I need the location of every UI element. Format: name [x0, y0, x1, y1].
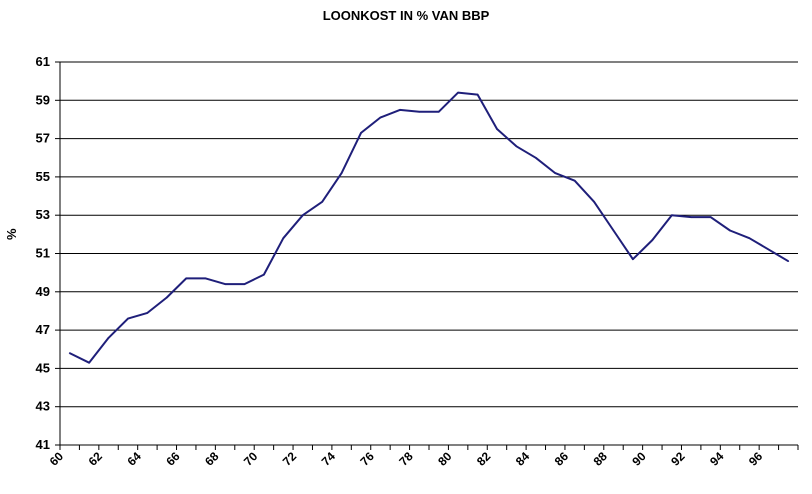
- data-point: [185, 277, 188, 280]
- data-point: [554, 172, 557, 174]
- data-point: [68, 352, 71, 354]
- y-tick-label-61: 61: [36, 54, 50, 69]
- data-point: [496, 128, 498, 130]
- y-tick-label-55: 55: [36, 169, 50, 184]
- data-point: [787, 260, 790, 262]
- data-point: [282, 237, 285, 239]
- series-line-0: [69, 91, 789, 364]
- data-point: [768, 248, 770, 251]
- y-tick-label-59: 59: [36, 92, 50, 107]
- x-tick-label-84: 84: [513, 449, 533, 469]
- x-tick-label-74: 74: [319, 449, 339, 469]
- data-point: [204, 277, 207, 280]
- y-tick-label-49: 49: [36, 284, 50, 299]
- data-point: [535, 156, 537, 159]
- x-tick-label-86: 86: [552, 449, 572, 469]
- y-tick-label-47: 47: [36, 322, 50, 337]
- data-point: [476, 93, 479, 96]
- data-point: [166, 296, 168, 299]
- data-point: [670, 214, 673, 216]
- x-tick-label-96: 96: [746, 449, 766, 469]
- x-tick-label-68: 68: [202, 449, 222, 469]
- data-point: [263, 273, 265, 276]
- data-point: [379, 116, 382, 119]
- chart-title: LOONKOST IN % VAN BBP: [322, 8, 490, 23]
- data-point: [709, 216, 712, 218]
- data-point: [340, 172, 343, 174]
- x-tick-label-78: 78: [396, 449, 416, 469]
- y-tick-label-45: 45: [36, 360, 50, 375]
- data-point: [612, 229, 615, 232]
- data-point: [729, 229, 731, 232]
- data-point: [690, 216, 692, 218]
- data-point: [418, 110, 421, 113]
- x-tick-label-76: 76: [358, 449, 378, 469]
- data-point: [437, 110, 440, 113]
- x-tick-label-94: 94: [707, 449, 727, 469]
- data-point: [748, 237, 751, 239]
- data-point: [651, 239, 654, 241]
- data-point: [107, 336, 110, 339]
- x-tick-label-70: 70: [241, 449, 261, 469]
- data-point: [399, 109, 401, 111]
- data-point: [360, 132, 362, 134]
- data-point: [88, 361, 90, 364]
- y-tick-label-53: 53: [36, 207, 50, 222]
- data-point: [321, 200, 323, 203]
- data-point: [573, 179, 576, 182]
- x-tick-label-62: 62: [86, 449, 106, 469]
- data-point: [457, 91, 459, 94]
- data-point: [301, 214, 304, 216]
- y-tick-label-43: 43: [36, 399, 50, 414]
- x-tick-label-64: 64: [124, 449, 144, 469]
- data-point: [515, 145, 518, 148]
- x-tick-label-80: 80: [435, 449, 455, 469]
- data-point: [243, 283, 246, 285]
- y-tick-label-51: 51: [36, 246, 50, 261]
- x-tick-label-72: 72: [280, 449, 300, 469]
- data-point: [632, 258, 634, 261]
- x-tick-label-66: 66: [163, 449, 183, 469]
- x-tick-label-88: 88: [591, 449, 611, 469]
- data-point: [146, 312, 149, 314]
- x-tick-label-90: 90: [629, 449, 649, 469]
- y-tick-label-41: 41: [36, 437, 50, 452]
- y-tick-label-57: 57: [36, 131, 50, 146]
- data-point: [593, 200, 595, 203]
- data-point: [127, 317, 129, 320]
- x-tick-label-82: 82: [474, 449, 494, 469]
- data-point: [224, 283, 226, 285]
- x-tick-label-92: 92: [668, 449, 688, 469]
